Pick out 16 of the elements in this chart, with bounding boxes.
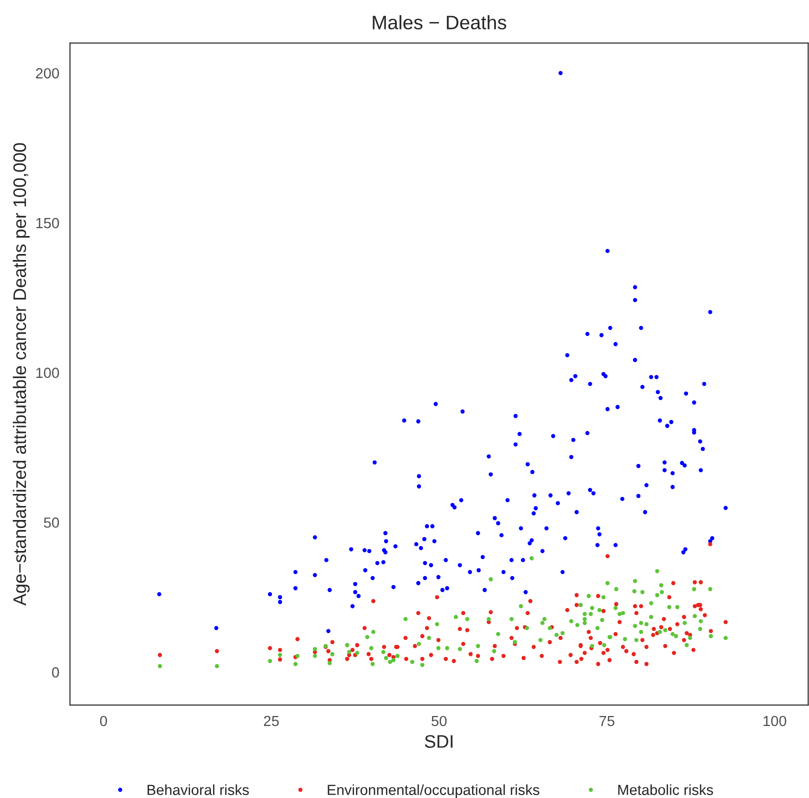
x-tick-label: 25 <box>264 716 279 726</box>
x-tick-label: 75 <box>600 716 614 726</box>
y-tick-label: 0 <box>52 667 59 678</box>
chart-title: Males − Deaths <box>372 15 506 30</box>
legend-label: Environmental/occupational risks <box>328 784 540 798</box>
x-tick-label: 0 <box>100 716 108 726</box>
y-axis-title: Age−standardized attributable cancer Deaths per 100,000 <box>12 143 30 606</box>
y-tick-label: 50 <box>44 517 59 528</box>
legend-label: Metabolic risks <box>618 784 714 796</box>
legend-label: Behavioral risks <box>148 784 249 796</box>
x-tick-label: 50 <box>432 716 447 726</box>
x-tick-label: 100 <box>764 716 786 726</box>
y-tick-label: 100 <box>36 368 59 378</box>
y-tick-label: 150 <box>36 218 59 228</box>
x-axis-title: SDI <box>424 735 452 748</box>
y-tick-label: 200 <box>36 68 59 78</box>
